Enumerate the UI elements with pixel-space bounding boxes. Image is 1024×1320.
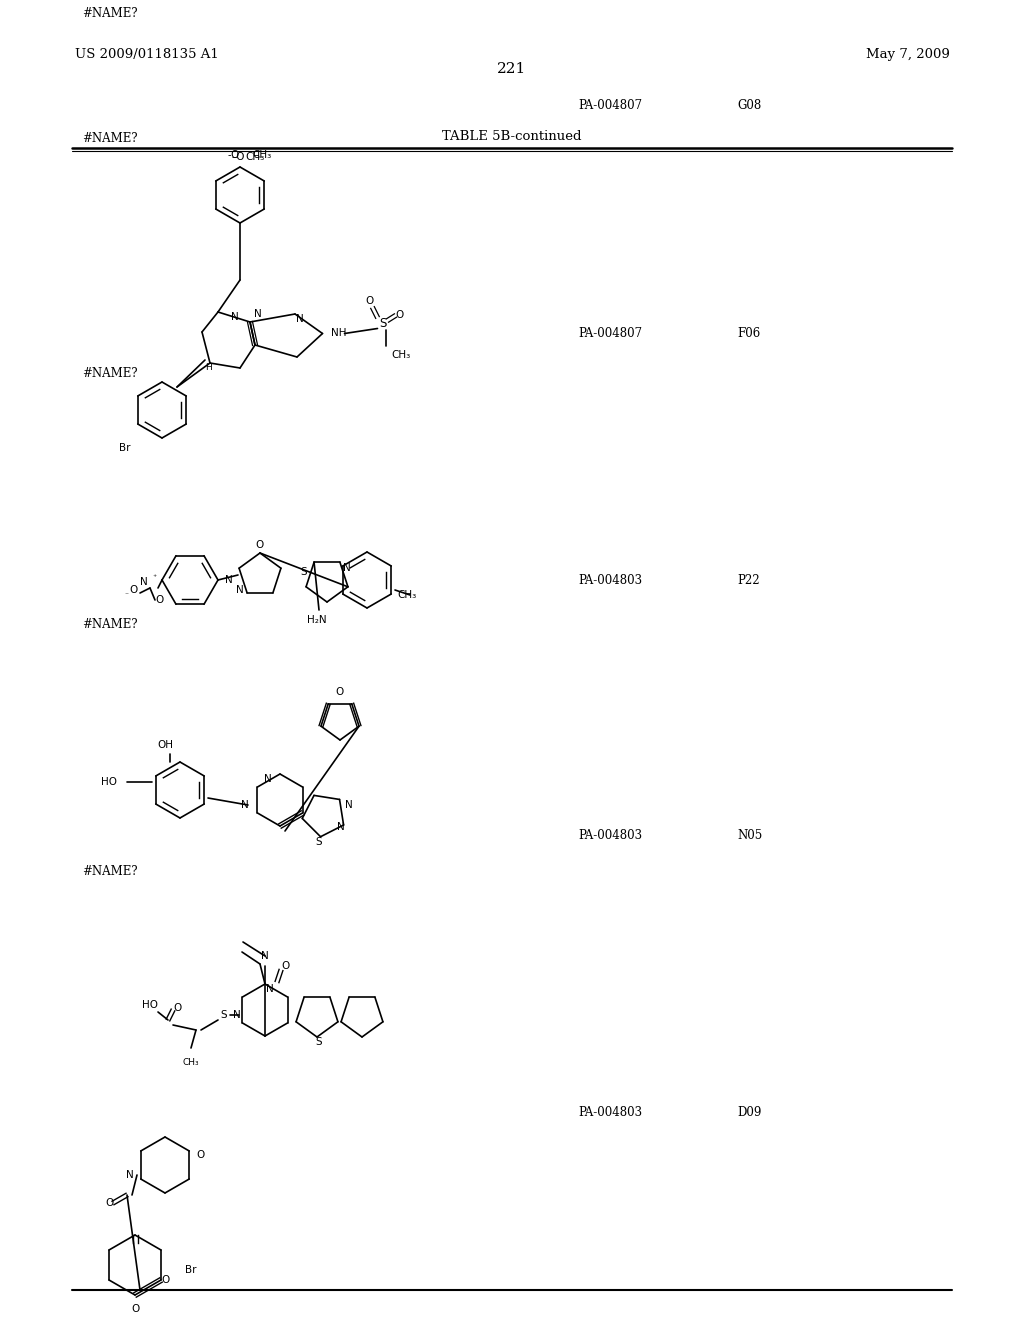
Text: Br: Br [120,444,131,453]
Text: N: N [345,800,353,810]
Text: O: O [130,585,138,595]
Text: N: N [337,822,345,832]
Text: O: O [104,1199,113,1208]
Text: N: N [264,774,272,784]
Text: US 2009/0118135 A1: US 2009/0118135 A1 [75,48,219,61]
Text: N05: N05 [737,829,763,842]
Text: N: N [261,950,269,961]
Text: N: N [233,1010,241,1020]
Text: D09: D09 [737,1106,762,1119]
Text: H: H [205,363,211,372]
Text: O: O [336,686,344,697]
Text: #NAME?: #NAME? [82,132,137,145]
Text: Br: Br [185,1265,197,1275]
Text: –O: –O [231,152,245,162]
Text: O: O [131,1304,139,1313]
Text: TABLE 5B-continued: TABLE 5B-continued [442,129,582,143]
Text: N: N [237,585,244,595]
Text: N: N [140,577,148,587]
Text: -O: -O [227,150,240,160]
Text: PA-004803: PA-004803 [579,574,643,587]
Text: N: N [254,309,262,319]
Text: F06: F06 [737,327,761,341]
Text: S: S [315,1038,323,1047]
Text: G08: G08 [737,99,762,112]
Text: N: N [266,983,273,994]
Text: #NAME?: #NAME? [82,367,137,380]
Text: N: N [231,312,239,322]
Text: May 7, 2009: May 7, 2009 [866,48,950,61]
Text: CH₃: CH₃ [391,351,411,360]
Text: PA-004807: PA-004807 [579,99,643,112]
Text: CH₃: CH₃ [397,590,417,601]
Text: ⁺: ⁺ [152,573,156,582]
Text: CH₃: CH₃ [182,1059,200,1067]
Text: OH: OH [157,741,173,750]
Text: PA-004803: PA-004803 [579,829,643,842]
Text: 221: 221 [498,62,526,77]
Text: NH: NH [331,329,346,338]
Text: PA-004807: PA-004807 [579,327,643,341]
Text: #NAME?: #NAME? [82,7,137,20]
Text: PA-004803: PA-004803 [579,1106,643,1119]
Text: O: O [174,1003,182,1012]
Text: CH₃: CH₃ [245,152,264,162]
Text: O: O [281,961,289,972]
Text: O: O [366,297,374,306]
Text: S: S [315,837,323,847]
Text: H₂N: H₂N [307,615,327,624]
Text: S: S [379,317,386,330]
Text: HO: HO [101,777,117,787]
Text: N: N [296,314,304,323]
Text: O: O [256,540,264,550]
Text: ⁻: ⁻ [124,590,128,599]
Text: O: O [156,595,164,605]
Text: #NAME?: #NAME? [82,618,137,631]
Text: N: N [343,564,351,573]
Text: S: S [221,1010,227,1020]
Text: O: O [395,310,403,321]
Text: P22: P22 [737,574,760,587]
Text: O: O [162,1275,170,1284]
Text: HO: HO [142,1001,158,1010]
Text: S: S [300,568,307,577]
Text: CH₃: CH₃ [252,150,271,160]
Text: N: N [225,576,233,585]
Text: O: O [196,1150,204,1160]
Text: N: N [242,800,249,810]
Text: N: N [126,1170,134,1180]
Text: #NAME?: #NAME? [82,865,137,878]
